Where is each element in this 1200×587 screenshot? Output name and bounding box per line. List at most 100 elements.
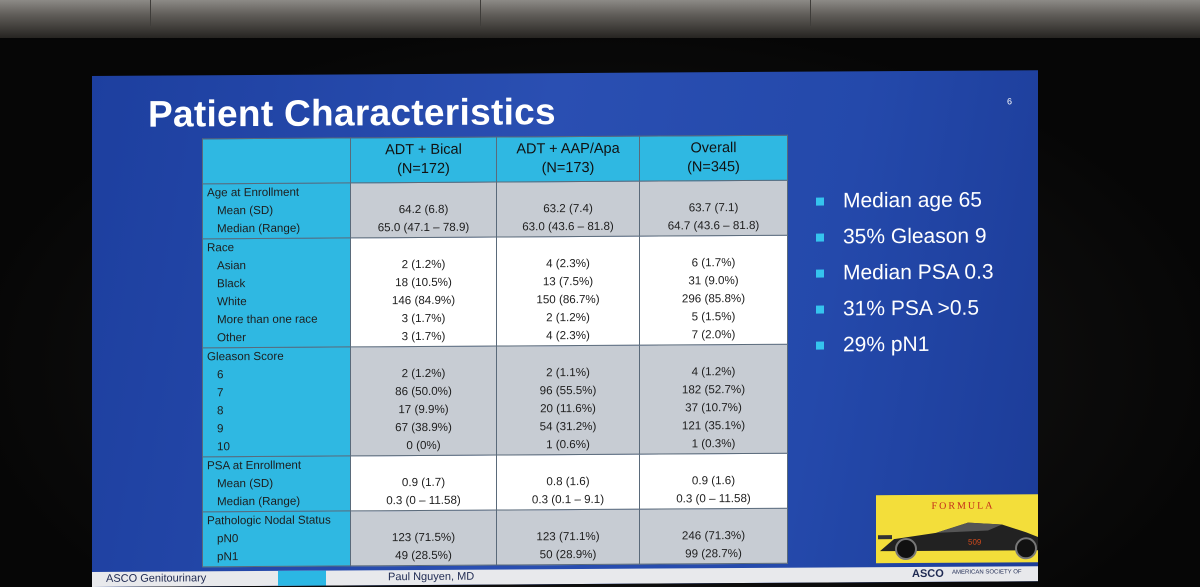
row-label: More than one race (217, 312, 318, 327)
cell-value: 4 (2.3%) (546, 328, 590, 343)
cell-value: 20 (11.6%) (540, 401, 596, 416)
column-n: (N=345) (687, 159, 740, 176)
column-name: Overall (690, 140, 737, 157)
ceiling-panel (480, 0, 811, 26)
cell-value: 17 (9.9%) (398, 402, 449, 417)
row-label: Other (217, 331, 246, 345)
group-header: PSA at Enrollment (207, 458, 302, 473)
bullet-item: Median age 65 (816, 182, 994, 219)
ceiling-panel (150, 0, 481, 26)
cell-value: 4 (1.2%) (691, 365, 736, 379)
column-header: ADT + AAP/Apa (N=173) (496, 136, 640, 183)
value-cell: 123 (71.1%) 50 (28.9%) (496, 509, 640, 566)
group-header: Race (207, 241, 235, 255)
column-name: ADT + Bical (385, 141, 462, 159)
row-label: 6 (217, 368, 224, 382)
cell-value: 13 (7.5%) (542, 274, 594, 289)
row-label: White (217, 295, 247, 309)
cell-value: 54 (31.2%) (539, 419, 597, 434)
value-cell: 2 (1.1%) 96 (55.5%) 20 (11.6%) 54 (31.2%… (496, 345, 640, 456)
cell-value: 2 (1.2%) (546, 310, 590, 325)
table-group: PSA at Enrollment Mean (SD) Median (Rang… (202, 453, 788, 512)
cell-value: 5 (1.5%) (691, 310, 736, 324)
bullet-text: 29% pN1 (843, 332, 930, 357)
car-number: 509 (968, 538, 982, 547)
cell-value: 63.7 (7.1) (688, 201, 739, 215)
square-bullet-icon (816, 233, 824, 242)
cell-value: 0.3 (0 – 11.58) (676, 491, 751, 506)
cell-value: 64.7 (43.6 – 81.8) (667, 218, 760, 233)
footer-left-text: ASCO Genitourinary (106, 572, 207, 585)
cell-value: 6 (1.7%) (691, 256, 736, 270)
value-cell: 123 (71.5%) 49 (28.5%) (350, 510, 497, 566)
column-header: Overall (N=345) (639, 135, 788, 182)
cell-value: 246 (71.3%) (681, 529, 746, 543)
row-label: Asian (217, 259, 247, 273)
group-header: Pathologic Nodal Status (207, 513, 331, 528)
cell-value: 96 (55.5%) (539, 383, 597, 398)
cell-value: 123 (71.5%) (391, 530, 456, 545)
cell-value: 0.8 (1.6) (546, 474, 590, 489)
cell-value: 2 (1.2%) (401, 366, 446, 381)
column-header: ADT + Bical (N=172) (350, 137, 497, 183)
row-label: Mean (SD) (217, 203, 274, 218)
square-bullet-icon (816, 305, 824, 314)
cell-value: 31 (9.0%) (688, 274, 739, 288)
slide-title: Patient Characteristics (148, 91, 556, 135)
table-group: Pathologic Nodal Status pN0 pN1 123 (71.… (202, 508, 788, 567)
cell-value: 3 (1.7%) (401, 311, 446, 326)
value-cell: 63.7 (7.1) 64.7 (43.6 – 81.8) (639, 180, 788, 237)
row-labels: Age at Enrollment Mean (SD) Median (Rang… (202, 182, 351, 239)
bullet-item: Median PSA 0.3 (816, 254, 994, 291)
cell-value: 1 (0.6%) (546, 437, 590, 452)
value-cell: 246 (71.3%) 99 (28.7%) (639, 508, 788, 565)
cell-value: 63.2 (7.4) (543, 201, 593, 216)
row-label: pN0 (217, 532, 239, 546)
value-cell: 63.2 (7.4) 63.0 (43.6 – 81.8) (496, 181, 640, 238)
cell-value: 0.3 (0 – 11.58) (386, 493, 461, 508)
value-cell: 0.9 (1.7) 0.3 (0 – 11.58) (350, 455, 497, 511)
value-cell: 6 (1.7%) 31 (9.0%) 296 (85.8%) 5 (1.5%) … (639, 235, 788, 346)
value-cell: 4 (1.2%) 182 (52.7%) 37 (10.7%) 121 (35.… (639, 344, 788, 455)
row-label: 10 (217, 440, 230, 454)
row-labels: PSA at Enrollment Mean (SD) Median (Rang… (202, 455, 351, 512)
row-label: pN1 (217, 550, 239, 564)
bullet-text: Median age 65 (843, 188, 982, 213)
race-car-icon: 509 (878, 522, 1038, 561)
cell-value: 0.3 (0.1 – 9.1) (531, 492, 605, 507)
ceiling-panel (0, 0, 151, 26)
column-n: (N=172) (397, 160, 450, 178)
value-cell: 2 (1.2%) 86 (50.0%) 17 (9.9%) 67 (38.9%)… (350, 346, 497, 456)
slide-number: 6 (1006, 96, 1012, 107)
bullet-text: Median PSA 0.3 (843, 260, 994, 285)
cell-value: 18 (10.5%) (395, 275, 452, 290)
cell-value: 99 (28.7%) (685, 547, 742, 561)
cell-value: 1 (0.3%) (691, 437, 736, 451)
cell-value: 37 (10.7%) (685, 401, 742, 415)
cell-value: 65.0 (47.1 – 78.9) (377, 220, 470, 235)
group-header: Age at Enrollment (207, 185, 300, 200)
table-group: Age at Enrollment Mean (SD) Median (Rang… (202, 180, 788, 239)
value-cell: 64.2 (6.8) 65.0 (47.1 – 78.9) (350, 182, 497, 238)
square-bullet-icon (816, 197, 824, 206)
cell-value: 2 (1.1%) (546, 365, 590, 380)
value-cell: 0.8 (1.6) 0.3 (0.1 – 9.1) (496, 454, 640, 511)
column-name: ADT + AAP/Apa (516, 140, 620, 158)
table-group: Race Asian Black White More than one rac… (202, 235, 788, 348)
cell-value: 49 (28.5%) (395, 548, 452, 563)
footer-presenter: Paul Nguyen, MD (388, 570, 475, 584)
row-label: Median (Range) (217, 494, 301, 509)
patient-characteristics-table: ADT + Bical (N=172) ADT + AAP/Apa (N=173… (202, 135, 788, 568)
square-bullet-icon (816, 269, 824, 278)
cell-value: 63.0 (43.6 – 81.8) (522, 219, 614, 234)
row-label: Mean (SD) (217, 476, 274, 491)
square-bullet-icon (816, 341, 824, 350)
cell-value: 150 (86.7%) (536, 292, 600, 307)
row-label: Black (217, 277, 246, 291)
value-cell: 0.9 (1.6) 0.3 (0 – 11.58) (639, 453, 788, 510)
key-findings-list: Median age 65 35% Gleason 9 Median PSA 0… (816, 182, 994, 363)
bullet-item: 35% Gleason 9 (816, 218, 994, 255)
cell-value: 296 (85.8%) (681, 292, 746, 306)
cell-value: 0 (0%) (406, 438, 441, 453)
cell-value: 7 (2.0%) (691, 328, 736, 342)
